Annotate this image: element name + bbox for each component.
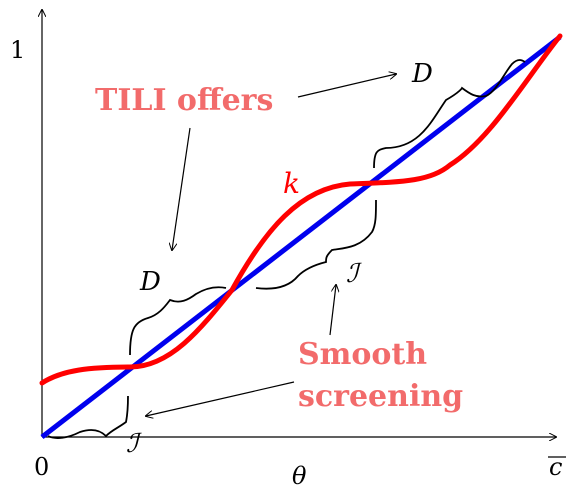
label-I-lower: ℐ	[126, 429, 142, 459]
smooth-screening-line1: Smooth	[298, 337, 427, 372]
k-curve	[39, 33, 563, 386]
arrow-smooth-to-I-lower	[146, 381, 295, 416]
y-tick-label: 1	[10, 36, 25, 64]
arrow-tili-to-D-lower	[172, 127, 191, 250]
x-axis-label: θ	[292, 462, 307, 486]
tili-offers-callout: TILI offers	[95, 83, 273, 118]
brace-I-lower	[47, 395, 129, 439]
label-I-upper: ℐ	[346, 259, 362, 289]
arrow-smooth-to-I-upper	[329, 285, 336, 336]
diagonal-line	[40, 35, 562, 439]
x-end-label: c	[549, 453, 562, 481]
arrow-tili-to-D-upper	[297, 74, 396, 98]
x-origin-label: 0	[34, 453, 49, 481]
smooth-screening-line2: screening	[298, 379, 463, 414]
brace-D-upper	[373, 59, 526, 169]
brace-D-lower	[129, 286, 227, 356]
label-D-upper: D	[411, 59, 433, 89]
label-D-lower: D	[139, 267, 161, 297]
k-curve-label: k	[283, 167, 300, 200]
brace-I-upper	[255, 199, 377, 290]
